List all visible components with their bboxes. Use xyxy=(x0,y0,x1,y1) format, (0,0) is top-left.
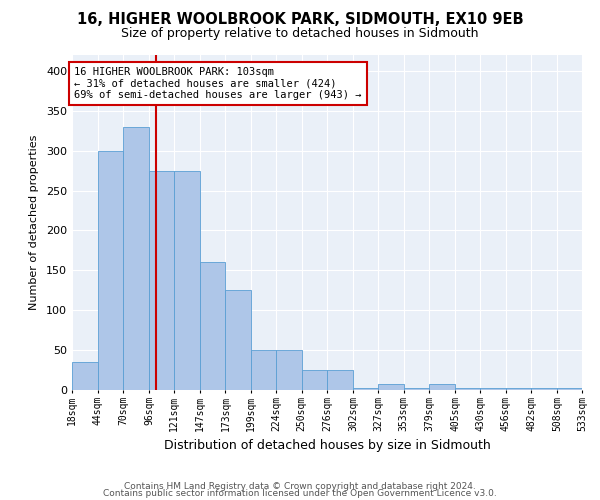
Bar xyxy=(455,388,480,390)
Bar xyxy=(226,290,251,390)
Bar xyxy=(98,150,124,390)
Bar xyxy=(174,170,200,390)
X-axis label: Distribution of detached houses by size in Sidmouth: Distribution of detached houses by size … xyxy=(164,439,490,452)
Text: Contains public sector information licensed under the Open Government Licence v3: Contains public sector information licen… xyxy=(103,490,497,498)
Y-axis label: Number of detached properties: Number of detached properties xyxy=(29,135,39,310)
Text: 16 HIGHER WOOLBROOK PARK: 103sqm
← 31% of detached houses are smaller (424)
69% : 16 HIGHER WOOLBROOK PARK: 103sqm ← 31% o… xyxy=(74,67,361,100)
Bar xyxy=(480,388,506,390)
Bar xyxy=(328,370,353,390)
Bar xyxy=(557,388,582,390)
Bar xyxy=(302,370,328,390)
Bar xyxy=(149,170,174,390)
Bar xyxy=(353,388,378,390)
Bar xyxy=(72,362,98,390)
Bar xyxy=(532,388,557,390)
Bar xyxy=(404,388,430,390)
Text: 16, HIGHER WOOLBROOK PARK, SIDMOUTH, EX10 9EB: 16, HIGHER WOOLBROOK PARK, SIDMOUTH, EX1… xyxy=(77,12,523,28)
Bar xyxy=(200,262,226,390)
Text: Contains HM Land Registry data © Crown copyright and database right 2024.: Contains HM Land Registry data © Crown c… xyxy=(124,482,476,491)
Bar xyxy=(251,350,276,390)
Bar xyxy=(506,388,532,390)
Bar xyxy=(124,127,149,390)
Text: Size of property relative to detached houses in Sidmouth: Size of property relative to detached ho… xyxy=(121,28,479,40)
Bar xyxy=(378,384,404,390)
Bar xyxy=(430,384,455,390)
Bar xyxy=(276,350,302,390)
